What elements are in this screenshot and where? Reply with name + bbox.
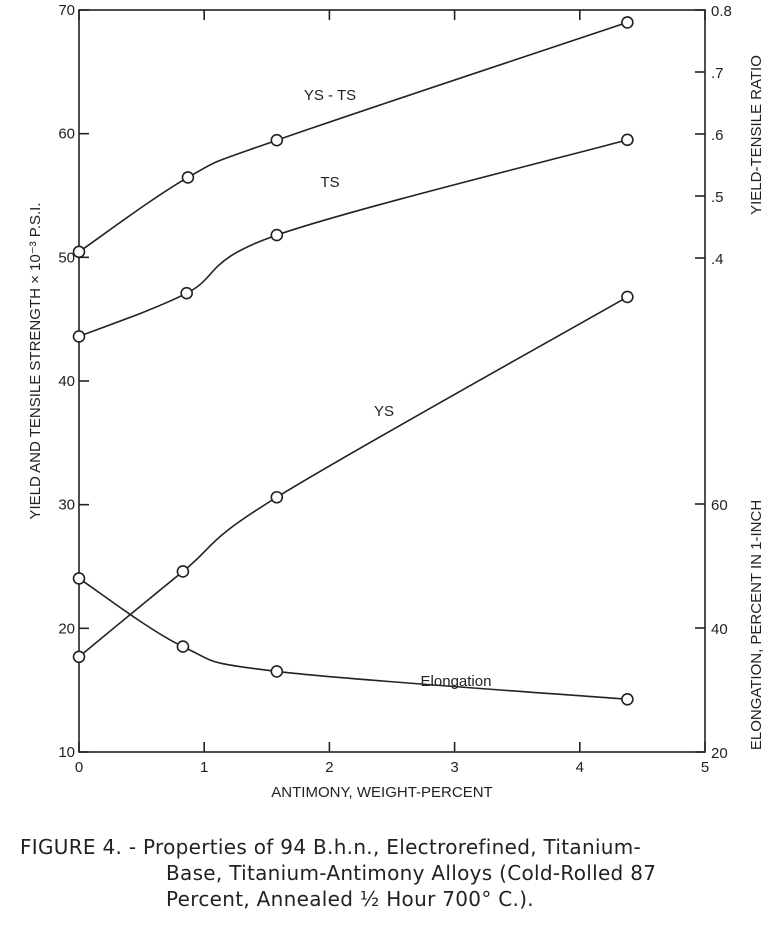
series-line-ys — [78, 296, 628, 658]
data-point — [621, 692, 634, 706]
data-point — [176, 640, 190, 653]
y-right-elongation-tick-label: 60 — [711, 497, 728, 514]
data-point — [621, 290, 634, 304]
y-right-ratio-tick-label: .7 — [711, 65, 724, 82]
series-label: TS — [320, 174, 339, 191]
y-left-tick-label: 30 — [58, 497, 75, 514]
data-point — [621, 16, 634, 29]
x-tick-label: 4 — [576, 759, 584, 776]
y-right-ratio-axis-label: YIELD-TENSILE RATIO — [748, 55, 765, 215]
data-point — [621, 133, 634, 147]
data-point — [181, 171, 195, 184]
data-point — [270, 133, 284, 147]
series-line-ys-ts — [78, 21, 628, 253]
x-tick-label: 2 — [325, 759, 333, 776]
caption-line-2: Base, Titanium-Antimony Alloys (Cold-Rol… — [166, 861, 657, 885]
y-left-tick-label: 50 — [58, 249, 75, 266]
series-label: YS — [374, 403, 394, 420]
series-label: Elongation — [421, 673, 492, 690]
y-left-axis-label: YIELD AND TENSILE STRENGTH × 10⁻³ P.S.I. — [27, 202, 44, 519]
data-point — [72, 572, 86, 585]
data-point — [270, 490, 284, 504]
y-left-tick-label: 70 — [58, 2, 75, 19]
x-tick-label: 3 — [450, 759, 458, 776]
figure-caption: FIGURE 4. - Properties of 94 B.h.n., Ele… — [20, 834, 656, 912]
x-tick-label: 1 — [200, 759, 208, 776]
data-point — [72, 650, 86, 664]
series-line-elongation — [78, 577, 628, 701]
series-line-ts — [78, 139, 628, 338]
y-right-elongation-axis-label: ELONGATION, PERCENT IN 1-INCH — [748, 500, 765, 750]
y-left-tick-label: 40 — [58, 373, 75, 390]
y-right-elongation-tick-label: 20 — [711, 745, 728, 762]
data-point — [270, 228, 284, 242]
data-point — [72, 330, 86, 343]
y-right-ratio-tick-label: .5 — [711, 189, 724, 206]
y-right-ratio-tick-label: 0.8 — [711, 3, 732, 20]
y-right-ratio-tick-label: .6 — [711, 127, 724, 144]
data-point — [176, 565, 190, 578]
chart: 0 1 2 3 4 5 10 20 30 40 50 60 70 0.8 .7 .6 .5 .4 60 40 20 ANT… — [27, 2, 765, 801]
y-right-ratio-tick-label: .4 — [711, 251, 724, 268]
x-tick-label: 5 — [701, 759, 709, 776]
data-point — [72, 245, 86, 259]
y-right-elongation-tick-label: 40 — [711, 621, 728, 638]
caption-line-1: FIGURE 4. - Properties of 94 B.h.n., Ele… — [20, 835, 642, 859]
x-axis-label: ANTIMONY, WEIGHT-PERCENT — [271, 784, 492, 801]
y-left-tick-label: 10 — [58, 744, 75, 761]
y-left-tick-label: 20 — [58, 620, 75, 637]
x-tick-label: 0 — [75, 759, 83, 776]
caption-line-3: Percent, Annealed ½ Hour 700° C.). — [166, 887, 534, 911]
series-label: YS - TS — [304, 87, 356, 104]
y-left-tick-label: 60 — [58, 126, 75, 143]
data-point — [270, 665, 284, 678]
data-point — [180, 286, 193, 300]
